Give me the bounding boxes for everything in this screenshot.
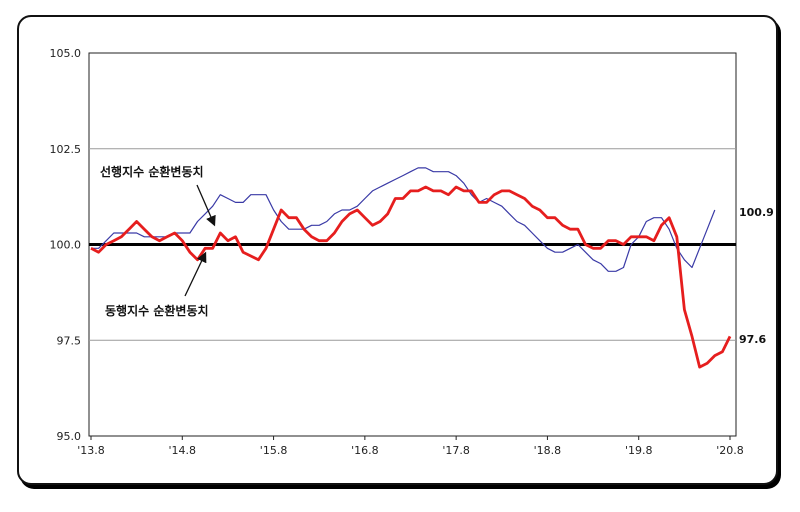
end-label-coincident: 97.6: [739, 333, 766, 346]
annotation-leading-arrow: [196, 184, 216, 227]
x-tick-label: '18.8: [534, 444, 562, 457]
end-label-leading: 100.9: [739, 206, 774, 219]
y-axis-ticks: 105.0 102.5 100.0 97.5 95.0: [50, 47, 82, 443]
series-line-leading: [91, 167, 716, 272]
y-tick-label: 102.5: [50, 143, 82, 156]
x-tick-label: '14.8: [169, 444, 197, 457]
annotation-leading-index: 선행지수 순환변동치: [100, 164, 204, 179]
x-tick-label: '15.8: [260, 444, 288, 457]
x-axis-ticks: '13.8 '14.8 '15.8 '16.8 '17.8 '18.8 '19.8 '20.8: [77, 436, 744, 457]
y-tick-label: 105.0: [50, 47, 82, 60]
x-tick-label: '16.8: [351, 444, 379, 457]
x-tick-label: '13.8: [77, 444, 105, 457]
annotation-coincident-arrow: [184, 251, 207, 297]
x-tick-label: '20.8: [716, 444, 744, 457]
y-tick-label: 100.0: [50, 239, 82, 252]
annotation-coincident-index: 동행지수 순환변동치: [105, 303, 209, 318]
x-tick-label: '17.8: [442, 444, 470, 457]
y-tick-label: 95.0: [57, 430, 82, 443]
y-tick-label: 97.5: [57, 334, 82, 347]
x-tick-label: '19.8: [625, 444, 653, 457]
